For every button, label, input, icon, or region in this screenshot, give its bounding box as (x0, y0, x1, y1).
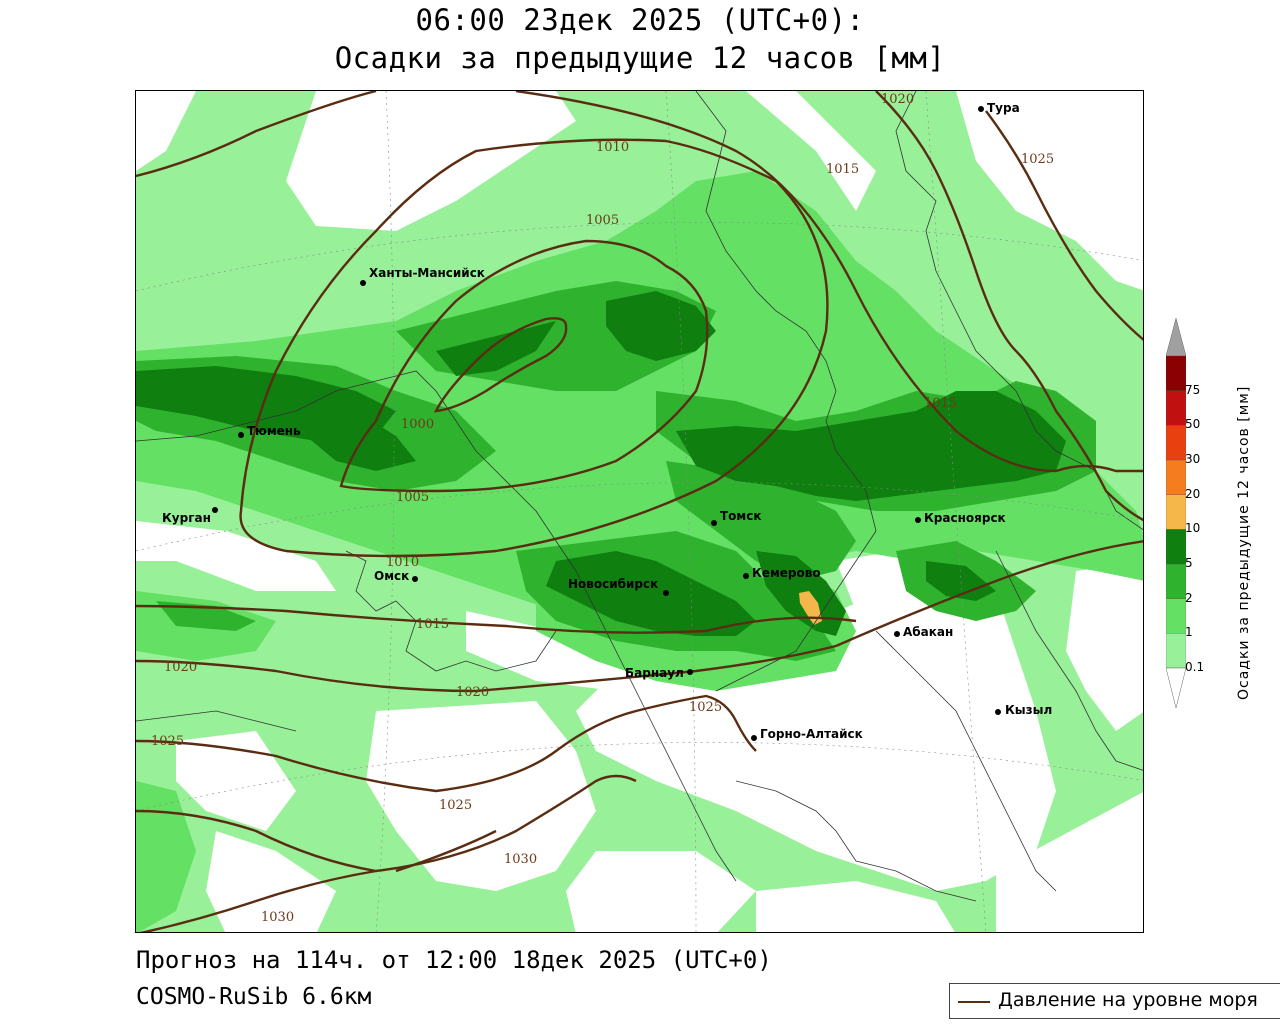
city-tomsk: Томск (711, 509, 762, 526)
colorbar-cell (1166, 598, 1186, 634)
city-label: Тура (987, 101, 1020, 115)
pressure-legend: Давление на уровне моря (949, 983, 1280, 1019)
isobar-label: 1015 (924, 396, 957, 411)
isobar-1000 (433, 317, 568, 413)
isobar-label: 1020 (881, 92, 914, 107)
city-abakan: Абакан (894, 625, 953, 639)
city-label: Ханты-Мансийск (369, 266, 485, 280)
city-label: Абакан (903, 625, 953, 639)
colorbar-cell (1166, 355, 1186, 391)
colorbar-under (1166, 667, 1186, 709)
precip-peak (799, 591, 822, 625)
city-tura: Тура (978, 101, 1020, 115)
city-label: Барнаул (625, 666, 684, 680)
colorbar-tick-label: 0.1 (1185, 660, 1205, 674)
colorbar-cell (1166, 563, 1186, 599)
isobar-label: 1025 (689, 700, 722, 715)
colorbar-tick-label: 2 (1185, 590, 1193, 605)
map-canvas: 1000 1005 1005 1010 1010 1015 1015 1015 … (136, 91, 1143, 932)
colorbar-cells (1166, 355, 1186, 669)
isobar-1025 (136, 694, 757, 793)
city-tyumen: Тюмень (238, 424, 301, 438)
isobars (136, 91, 1143, 932)
colorbar-cell (1166, 390, 1186, 426)
map-title: 06:00 23дек 2025 (UTC+0): (415, 3, 865, 37)
city-label: Курган (162, 511, 211, 525)
pressure-legend-swatch (958, 1001, 990, 1003)
isobar-1020 (136, 540, 1143, 693)
map-subtitle: Осадки за предыдущие 12 часов [мм] (334, 41, 946, 75)
colorbar-tick-label: 20 (1185, 486, 1201, 501)
isobar-label: 1020 (456, 685, 489, 700)
colorbar-cell (1166, 459, 1186, 495)
city-label: Красноярск (924, 511, 1006, 525)
colorbar-title: Осадки за предыдущие 12 часов [мм] (1236, 385, 1252, 700)
precipitation-map: 1000 1005 1005 1010 1010 1015 1015 1015 … (135, 90, 1144, 933)
city-kyzyl: Кызыл (995, 703, 1052, 717)
isobar-label: 1025 (151, 734, 184, 749)
precip-field-darkest (136, 291, 1066, 636)
city-label: Новосибирск (568, 577, 658, 591)
isobar-label: 1010 (386, 555, 419, 570)
isobar-label: 1020 (164, 660, 197, 675)
city-novosibirsk: Новосибирск (568, 577, 669, 596)
city-kurgan: Курган (162, 507, 218, 525)
isobar-1005 (339, 239, 709, 493)
isobar-1010 (239, 138, 829, 558)
city-krasnoyarsk: Красноярск (915, 511, 1006, 525)
city-barnaul: Барнаул (625, 666, 693, 680)
colorbar-tick-label: 5 (1185, 556, 1193, 570)
isobar-label: 1010 (596, 140, 629, 155)
isobar-label: 1015 (416, 617, 449, 632)
colorbar-cell (1166, 494, 1186, 530)
city-label: Кызыл (1005, 703, 1052, 717)
city-gorno-altaysk: Горно-Алтайск (751, 727, 863, 741)
colorbar-over (1166, 318, 1186, 357)
isobar-label: 1005 (586, 213, 619, 228)
isobar-labels: 1000 1005 1005 1010 1010 1015 1015 1015 … (151, 92, 1054, 925)
isobar-label: 1025 (1021, 152, 1054, 167)
colorbar-tick-label: 50 (1185, 417, 1201, 432)
isobar-label: 1015 (826, 162, 859, 177)
city-khanty-mansiysk: Ханты-Мансийск (360, 266, 485, 286)
city-label: Омск (374, 569, 409, 583)
isobar-1015 (136, 91, 1143, 634)
colorbar-tick-label: 10 (1185, 521, 1201, 536)
colorbar-cell (1166, 633, 1186, 669)
colorbar-cell (1166, 529, 1186, 565)
colorbar-cell (1166, 425, 1186, 461)
isobar-1020b (875, 91, 1143, 522)
cities: Тура Ханты-Мансийск Тюмень Курган Омск Т… (162, 101, 1052, 741)
colorbar-tick-label: 75 (1185, 382, 1201, 397)
city-kemerovo: Кемерово (743, 566, 821, 580)
region-borders (136, 91, 1143, 902)
isobar-label: 1030 (261, 910, 294, 925)
isobar-1030b (139, 829, 497, 932)
forecast-info: Прогноз на 114ч. от 12:00 18дек 2025 (UT… (136, 946, 772, 974)
city-label: Томск (720, 509, 762, 523)
city-omsk: Омск (374, 569, 418, 583)
isobar-label: 1025 (439, 798, 472, 813)
isobar-label: 1005 (396, 490, 429, 505)
colorbar-tick-label: 30 (1185, 452, 1201, 466)
isobar-label: 1000 (401, 417, 434, 432)
city-label: Горно-Алтайск (760, 727, 863, 741)
isobar-1025b (985, 110, 1143, 341)
pressure-legend-label: Давление на уровне моря (998, 989, 1258, 1011)
isobar-label: 1030 (504, 852, 537, 867)
city-label: Кемерово (752, 566, 821, 580)
precip-colorbar (1166, 318, 1186, 709)
colorbar-tick-label: 1 (1185, 625, 1193, 640)
graticule (136, 91, 1143, 932)
city-label: Тюмень (247, 424, 301, 438)
model-info: COSMO-RuSib 6.6км (136, 984, 372, 1010)
